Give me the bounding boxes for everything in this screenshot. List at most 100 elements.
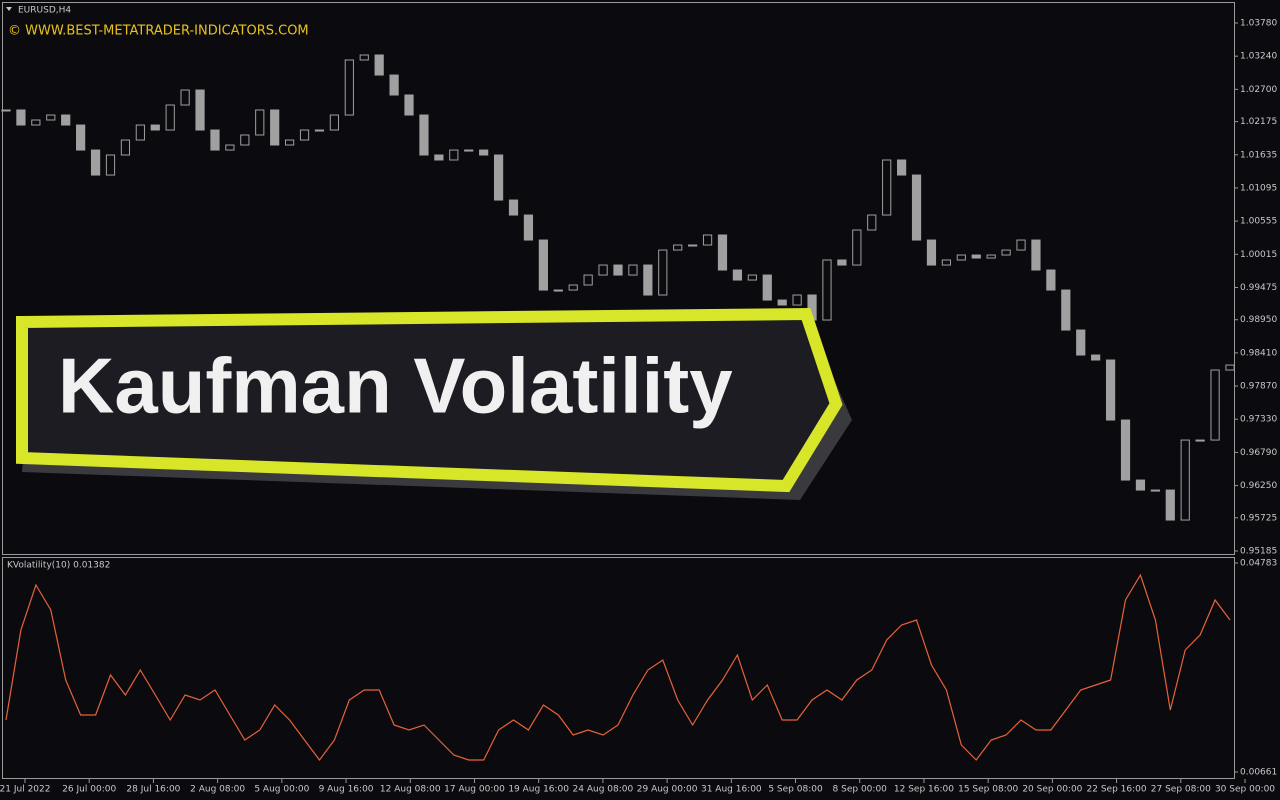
y-tick-label: 0.95185: [1240, 547, 1277, 557]
candle: [897, 159, 907, 176]
y-tick-label: 0.97330: [1240, 415, 1277, 425]
candle: [926, 239, 937, 266]
y-tick-label: 1.03780: [1240, 19, 1277, 29]
candle: [359, 54, 369, 61]
candle: [568, 284, 578, 291]
y-tick-label: 0.97870: [1240, 382, 1277, 392]
candle: [1210, 369, 1220, 441]
candle: [717, 234, 728, 271]
candle: [971, 254, 981, 259]
candle: [852, 229, 862, 266]
x-tick-label: 26 Jul 00:00: [62, 785, 116, 795]
candle: [90, 149, 101, 176]
x-tick-label: 5 Sep 08:00: [768, 785, 823, 795]
candle: [613, 264, 623, 276]
candle: [270, 109, 280, 146]
candle: [941, 259, 951, 266]
x-tick-label: 15 Sep 08:00: [958, 785, 1018, 795]
candle: [135, 124, 145, 141]
candle: [1195, 439, 1205, 442]
candle: [986, 254, 996, 259]
candle: [523, 214, 534, 241]
candle: [1165, 489, 1175, 521]
candle: [240, 134, 250, 146]
candle: [508, 199, 519, 216]
y-tick-label: 0.98410: [1240, 348, 1277, 358]
x-tick-label: 9 Aug 16:00: [319, 785, 374, 795]
candle: [673, 244, 683, 251]
candle: [16, 109, 26, 126]
candle: [76, 124, 86, 151]
candle: [314, 129, 325, 132]
candle: [329, 114, 339, 131]
candle: [837, 259, 847, 266]
candle: [285, 139, 295, 146]
candle: [1150, 489, 1160, 492]
x-tick-label: 22 Sep 16:00: [1087, 785, 1147, 795]
candle: [61, 114, 71, 126]
candle: [46, 114, 56, 121]
candle: [1135, 479, 1146, 491]
candle: [598, 264, 608, 276]
x-tick-label: 20 Sep 00:00: [1022, 785, 1082, 795]
candle: [1120, 419, 1131, 481]
symbol-label[interactable]: EURUSD,H4: [18, 6, 71, 16]
candle: [150, 124, 160, 131]
candle: [792, 294, 802, 306]
candle: [299, 129, 310, 141]
y-tick-label: 1.00015: [1240, 250, 1277, 260]
candle: [583, 274, 593, 286]
banner-shape: [16, 307, 843, 493]
candle: [643, 264, 653, 296]
candle: [255, 109, 265, 136]
candle: [628, 264, 638, 276]
candle: [210, 129, 220, 151]
candle: [479, 149, 489, 156]
y-tick-label: 0.99475: [1240, 283, 1277, 293]
candle: [777, 299, 787, 306]
candle: [419, 114, 429, 156]
candle: [688, 244, 698, 247]
candle: [1180, 439, 1190, 521]
candle: [180, 89, 190, 106]
x-tick-label: 5 Aug 00:00: [254, 785, 309, 795]
candle: [1016, 239, 1026, 251]
y-tick-label: 0.95725: [1240, 513, 1277, 523]
x-tick-label: 31 Aug 16:00: [701, 785, 762, 795]
candle: [1046, 269, 1056, 291]
candle: [1, 109, 11, 112]
candle: [538, 239, 548, 291]
candle: [732, 269, 743, 281]
y-tick-label: 0.96790: [1240, 448, 1277, 458]
x-tick-label: 24 Aug 08:00: [573, 785, 634, 795]
candle: [1091, 354, 1101, 361]
x-tick-label: 30 Sep 00:00: [1215, 785, 1275, 795]
x-tick-label: 8 Sep 00:00: [833, 785, 888, 795]
indicator-frame: [2, 557, 1235, 779]
candle: [822, 259, 832, 321]
watermark: © WWW.BEST-METATRADER-INDICATORS.COM: [8, 24, 309, 39]
x-tick-label: 21 Jul 2022: [0, 785, 50, 795]
candle: [1031, 239, 1041, 271]
candle: [1076, 329, 1086, 356]
x-tick-label: 19 Aug 16:00: [508, 785, 569, 795]
y-tick-label: 1.00555: [1240, 217, 1277, 227]
dropdown-arrow[interactable]: [6, 7, 12, 11]
candle: [747, 274, 757, 281]
y-tick-label: 1.01635: [1240, 150, 1277, 160]
candle: [389, 74, 399, 96]
banner: Kaufman Volatility: [16, 307, 852, 500]
y-tick-label: 0.00661: [1240, 768, 1277, 778]
x-tick-label: 12 Aug 08:00: [380, 785, 441, 795]
candle: [882, 159, 892, 216]
candle: [762, 274, 772, 301]
y-tick-label: 0.04783: [1240, 559, 1277, 569]
candle: [195, 89, 205, 131]
candle: [120, 139, 131, 156]
candle: [702, 234, 713, 246]
x-tick-label: 28 Jul 16:00: [126, 785, 180, 795]
indicator-label: KVolatility(10) 0.01382: [7, 561, 110, 571]
x-tick-label: 17 Aug 00:00: [444, 785, 505, 795]
candle: [404, 94, 414, 116]
x-tick-label: 29 Aug 00:00: [637, 785, 698, 795]
